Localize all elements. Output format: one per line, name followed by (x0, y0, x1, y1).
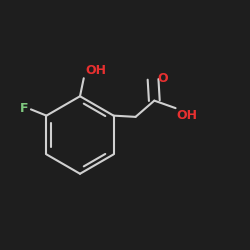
Text: OH: OH (177, 110, 198, 122)
Text: F: F (20, 102, 28, 114)
Text: OH: OH (85, 64, 106, 77)
Text: O: O (158, 72, 168, 85)
